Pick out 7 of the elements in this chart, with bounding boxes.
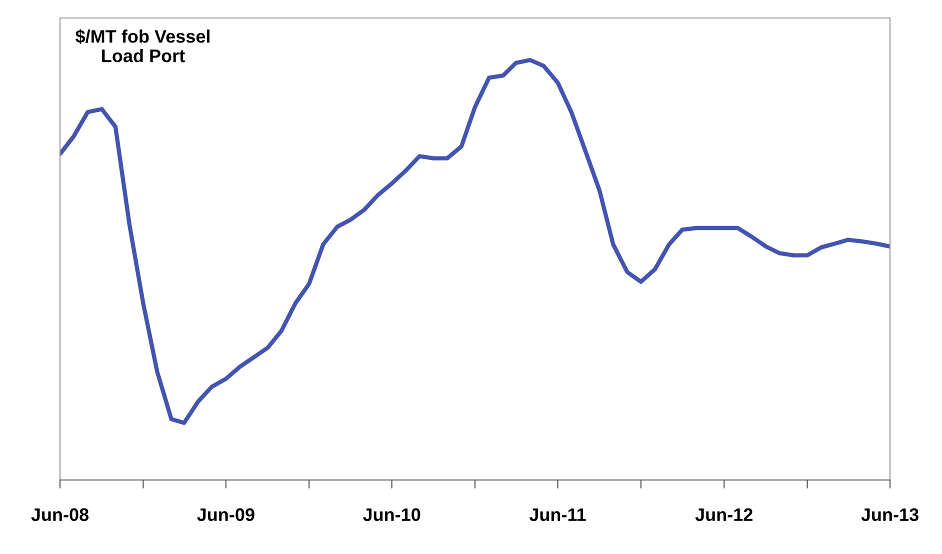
x-tick-label: Jun-09 [197,508,254,522]
x-tick-label: Jun-13 [861,508,918,522]
chart-title: $/MT fob Vessel Load Port [76,29,210,62]
x-tick-label: Jun-11 [529,508,586,522]
x-tick-label: Jun-08 [31,508,89,522]
x-tick-label: Jun-10 [362,508,420,522]
x-tick-label: Jun-12 [695,508,752,522]
